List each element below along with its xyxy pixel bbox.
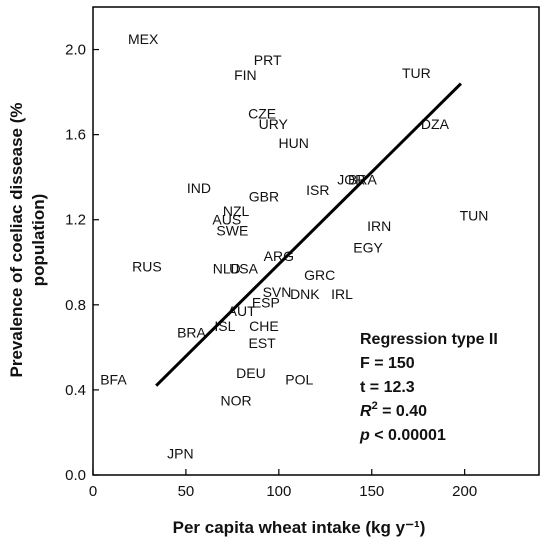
stats-p-value: < 0.00001 bbox=[370, 427, 446, 444]
y-axis-title: Prevalence of coeliac dissease (% popula… bbox=[7, 103, 48, 378]
point-label: URY bbox=[259, 116, 289, 132]
point-label: SVN bbox=[263, 284, 292, 300]
stats-t: t = 12.3 bbox=[360, 379, 415, 396]
x-tick-label: 100 bbox=[266, 483, 291, 500]
point-label: EST bbox=[248, 335, 276, 351]
point-label: IRN bbox=[367, 218, 391, 234]
point-label: AUS bbox=[212, 212, 241, 228]
stats-p: p < 0.00001 bbox=[359, 427, 446, 444]
y-axis-title-line2: population) bbox=[29, 194, 48, 287]
point-label: ARG bbox=[264, 248, 294, 264]
stats-r2: R2 = 0.40 bbox=[360, 400, 427, 420]
x-tick-label: 0 bbox=[89, 483, 97, 500]
point-label: NZL bbox=[223, 203, 250, 219]
y-tick-label: 1.2 bbox=[65, 212, 86, 229]
point-label: BFA bbox=[100, 371, 127, 387]
point-label: SWE bbox=[216, 222, 248, 238]
point-label: FIN bbox=[234, 67, 257, 83]
stats-p-symbol: p bbox=[359, 427, 370, 444]
point-label: GRC bbox=[304, 267, 335, 283]
point-label: MEX bbox=[128, 31, 159, 47]
stats-box: Regression type II F = 150 t = 12.3 R2 =… bbox=[359, 331, 498, 444]
y-tick-label: 0.8 bbox=[65, 297, 86, 314]
y-axis-title-line1: Prevalence of coeliac dissease (% bbox=[7, 103, 26, 378]
y-axis: 0.0 0.4 0.8 1.2 1.6 2.0 bbox=[65, 42, 99, 484]
point-label: IND bbox=[187, 180, 211, 196]
point-label: ESP bbox=[252, 295, 280, 311]
regression-line bbox=[155, 82, 463, 387]
point-label: BRA bbox=[177, 324, 206, 340]
point-label: TUR bbox=[402, 65, 431, 81]
point-label: CHE bbox=[249, 318, 279, 334]
stats-r2-symbol: R bbox=[360, 403, 372, 420]
point-label: IRL bbox=[331, 286, 353, 302]
point-label: DEU bbox=[236, 365, 266, 381]
x-axis: 0 50 100 150 200 bbox=[89, 469, 477, 500]
point-label: PRT bbox=[254, 52, 282, 68]
x-axis-title: Per capita wheat intake (kg y⁻¹) bbox=[173, 518, 426, 537]
point-label: CZE bbox=[248, 105, 276, 121]
point-label: ISR bbox=[306, 182, 329, 198]
y-tick-label: 2.0 bbox=[65, 42, 86, 59]
data-points: MEXPRTFINTURCZEURYDZAHUNINDJORBRAISRGBRN… bbox=[100, 31, 488, 462]
point-label: GBR bbox=[249, 188, 279, 204]
point-label: DZA bbox=[421, 116, 450, 132]
point-label: POL bbox=[285, 371, 313, 387]
y-tick-label: 1.6 bbox=[65, 127, 86, 144]
y-tick-label: 0.4 bbox=[65, 382, 86, 399]
point-label: DNK bbox=[290, 286, 320, 302]
point-label: USA bbox=[229, 261, 258, 277]
stats-f: F = 150 bbox=[360, 355, 415, 372]
point-label: TUN bbox=[460, 207, 489, 223]
x-tick-label: 200 bbox=[452, 483, 477, 500]
x-tick-label: 150 bbox=[359, 483, 384, 500]
point-label: RUS bbox=[132, 259, 162, 275]
point-label: EGY bbox=[353, 239, 383, 255]
point-label: NLD bbox=[213, 261, 241, 277]
stats-r2-value: = 0.40 bbox=[378, 403, 427, 420]
point-label: JPN bbox=[167, 446, 193, 462]
x-tick-label: 50 bbox=[178, 483, 195, 500]
point-label: HUN bbox=[279, 135, 309, 151]
point-label: NOR bbox=[221, 393, 252, 409]
stats-title: Regression type II bbox=[360, 331, 498, 348]
y-tick-label: 0.0 bbox=[65, 467, 86, 484]
stats-r2-sup: 2 bbox=[372, 400, 378, 412]
plot-frame bbox=[92, 6, 540, 476]
